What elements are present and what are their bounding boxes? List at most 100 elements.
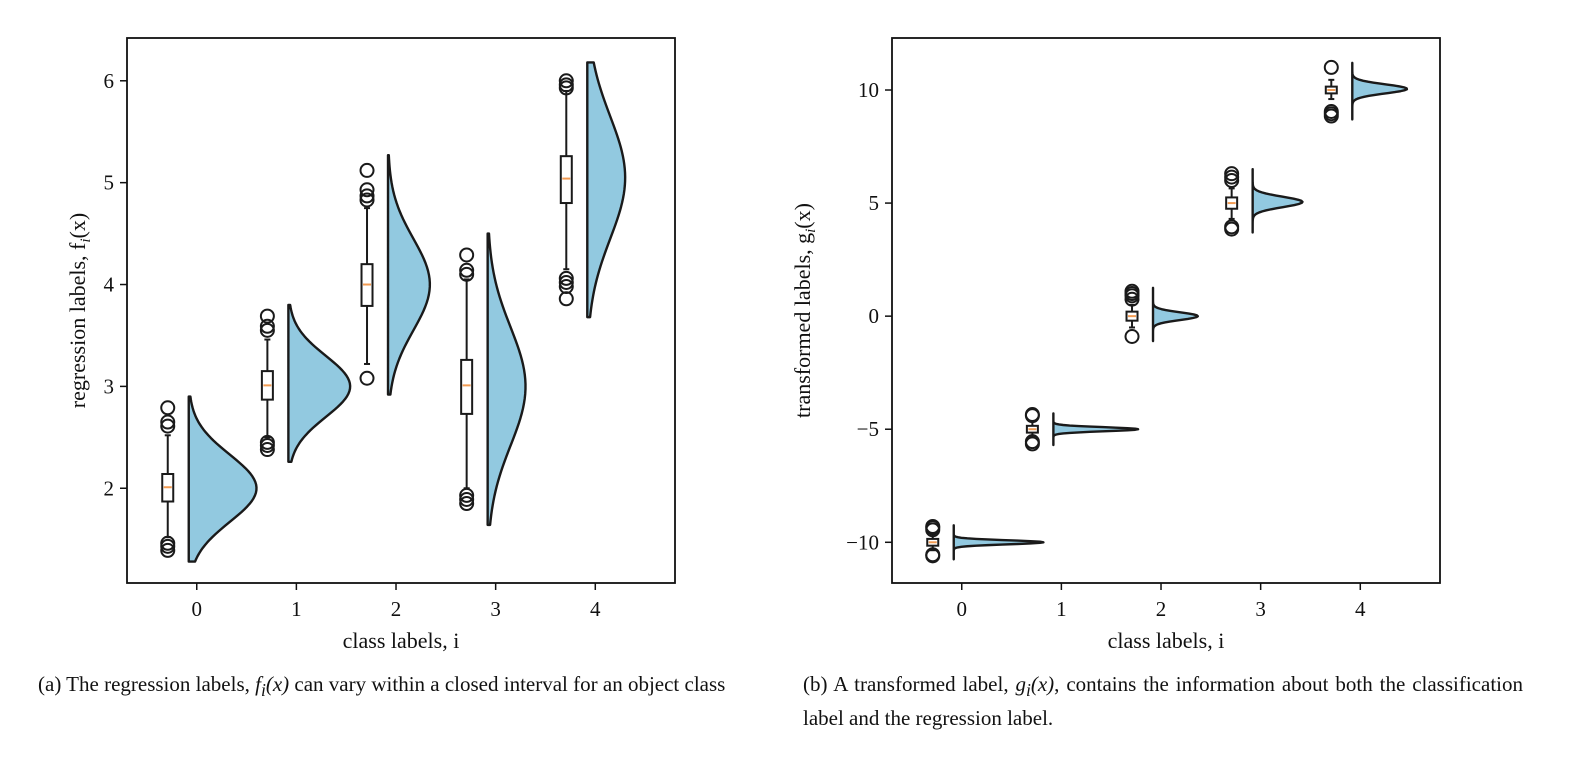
outlier-point: [558, 291, 574, 307]
outlier-point: [359, 182, 375, 198]
outlier-point: [925, 518, 941, 534]
outlier-point: [1323, 103, 1339, 119]
y-axis-label-sub: i: [78, 238, 94, 242]
violin-chart-transformed: 0 1 2 3 4 −10 −5 0 5 10 class labels, i transformed…: [790, 37, 1441, 653]
x-axis-label: class labels, i: [1108, 628, 1225, 653]
plot-frame: [891, 37, 1441, 584]
violin-body: [1251, 167, 1304, 234]
y-axis-label-sub: i: [803, 229, 819, 233]
outlier-point: [259, 318, 275, 334]
caption-a-math-tail: (x): [265, 672, 290, 696]
y-tick-label: −10: [846, 530, 879, 554]
violin-group-1: [1024, 407, 1140, 452]
x-tick-label: 3: [490, 597, 501, 621]
x-tick-label: 1: [291, 597, 302, 621]
x-tick-label: 4: [590, 597, 601, 621]
y-axis-label-tail: (x): [790, 203, 815, 229]
outlier-point: [1224, 166, 1240, 182]
violin-body: [486, 232, 527, 527]
violin-group-3: [1224, 166, 1304, 237]
outlier-point: [558, 270, 574, 286]
outlier-point: [558, 279, 574, 295]
caption-b: (b) A transformed label, gi(x), contains…: [803, 670, 1523, 732]
caption-a: (a) The regression labels, fi(x) can var…: [38, 670, 758, 704]
outlier-point: [160, 414, 176, 430]
caption-b-math: g: [1015, 672, 1026, 696]
x-tick-label: 0: [191, 597, 202, 621]
outlier-point: [1224, 219, 1240, 235]
caption-a-math: f: [255, 672, 261, 696]
outlier-point: [1024, 434, 1040, 450]
y-axis-label: regression labels, fi(x): [65, 213, 94, 408]
x-tick-label: 1: [1056, 597, 1067, 621]
violin-group-1: [259, 303, 352, 463]
violin-groups: [925, 59, 1409, 564]
caption-a-text: can vary within a closed interval for an…: [289, 672, 726, 696]
outlier-point: [160, 400, 176, 416]
outlier-point: [359, 188, 375, 204]
violin-body: [1351, 61, 1409, 121]
y-axis-label-tail: (x): [65, 213, 90, 239]
violin-group-0: [160, 395, 258, 563]
caption-b-math-tail: (x): [1030, 672, 1055, 696]
outlier-point: [259, 434, 275, 450]
violin-body: [386, 153, 432, 396]
outlier-point: [359, 370, 375, 386]
x-tick-label: 2: [391, 597, 402, 621]
caption-b-text: , contains the information about both th…: [803, 672, 1523, 731]
outlier-point: [160, 535, 176, 551]
outlier-point: [359, 162, 375, 178]
y-axis-label: transformed labels, gi(x): [790, 203, 819, 418]
plot-frame: [126, 37, 676, 584]
outlier-point: [459, 247, 475, 263]
outlier-point: [558, 77, 574, 93]
outlier-point: [160, 418, 176, 434]
violin-group-3: [459, 232, 527, 527]
y-tick-label: 3: [104, 374, 115, 398]
violin-groups: [160, 61, 627, 563]
outlier-point: [459, 496, 475, 512]
y-tick-label: 6: [104, 69, 115, 93]
violin-group-0: [925, 518, 1045, 564]
outlier-point: [160, 542, 176, 558]
outlier-point: [459, 266, 475, 282]
y-tick-label: 5: [869, 191, 880, 215]
violin-group-4: [558, 61, 627, 319]
outlier-point: [259, 442, 275, 458]
caption-a-math-sub: i: [260, 680, 266, 701]
outlier-point: [1124, 283, 1140, 299]
y-axis-label-main: regression labels, f: [65, 242, 90, 408]
outlier-point: [558, 274, 574, 290]
caption-a-prefix: (a) The regression labels,: [38, 672, 256, 696]
chart-panel-b: 0 1 2 3 4 −10 −5 0 5 10 class labels, i transformed…: [765, 0, 1525, 665]
caption-b-prefix: (b) A transformed label,: [803, 672, 1016, 696]
violin-group-4: [1323, 59, 1409, 124]
violin-group-2: [359, 153, 432, 396]
outlier-point: [1124, 329, 1140, 345]
y-axis-label-main: transformed labels, g: [790, 233, 815, 418]
y-tick-label: 4: [104, 273, 115, 297]
y-tick-label: 2: [104, 476, 115, 500]
outlier-point: [259, 308, 275, 324]
outlier-point: [1024, 407, 1040, 423]
y-tick-label: 10: [858, 78, 879, 102]
violin-body: [586, 61, 627, 319]
outlier-point: [1323, 59, 1339, 75]
x-tick-label: 0: [956, 597, 967, 621]
outlier-point: [558, 73, 574, 89]
violin-body: [287, 303, 352, 463]
outlier-point: [459, 487, 475, 503]
violin-body: [1052, 412, 1140, 447]
outlier-point: [459, 262, 475, 278]
box: [559, 155, 573, 205]
violin-body: [187, 395, 258, 563]
violin-chart-regression: 0 1 2 3 4 2 3 4 5 6 class labels, i regression labe…: [65, 37, 676, 653]
x-tick-label: 4: [1355, 597, 1366, 621]
violin-body: [952, 524, 1045, 561]
outlier-point: [359, 192, 375, 208]
outlier-point: [459, 491, 475, 507]
violin-body: [1151, 286, 1200, 343]
x-axis-label: class labels, i: [343, 628, 460, 653]
x-tick-label: 2: [1156, 597, 1167, 621]
y-tick-label: 5: [104, 171, 115, 195]
